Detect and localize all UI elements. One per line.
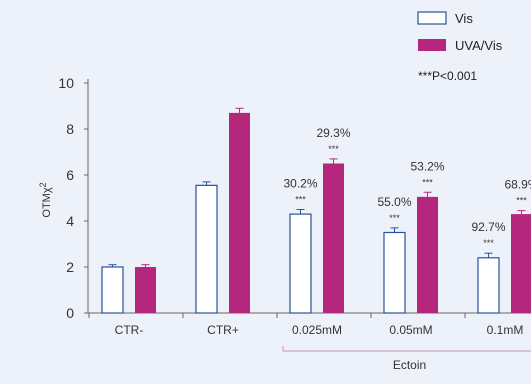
bar-vis — [477, 257, 500, 314]
y-tick-label: 6 — [66, 167, 74, 183]
bar-vis — [101, 266, 124, 314]
percent-label: 92.7% — [471, 220, 505, 234]
legend: Vis UVA/Vis ***P<0.001 — [417, 11, 503, 83]
percent-label: 53.2% — [410, 159, 444, 173]
x-tick-label: 0.025mM — [292, 323, 342, 337]
y-axis-label-sup: 2 — [38, 182, 48, 187]
percent-label: 29.3% — [316, 126, 350, 140]
legend-swatch-vis — [417, 11, 447, 25]
significance-label: *** — [389, 213, 400, 223]
ectoin-group-bracket: Ectoin — [282, 346, 531, 372]
bar-uva-vis — [323, 163, 344, 313]
bar-uva-vis — [417, 196, 438, 313]
significance-label: *** — [422, 177, 433, 187]
axes: 0 2 4 6 8 10 — [58, 75, 531, 321]
legend-label-uva-vis: UVA/Vis — [455, 38, 503, 53]
bar-uva-vis — [135, 267, 156, 313]
significance-label: *** — [328, 144, 339, 154]
percent-label: 55.0% — [377, 195, 411, 209]
bar-vis — [289, 213, 312, 314]
ectoin-label: Ectoin — [393, 358, 426, 372]
y-tick-label: 8 — [66, 121, 74, 137]
significance-label: *** — [295, 195, 306, 205]
x-tick-label: CTR- — [115, 323, 144, 337]
bar-vis — [195, 184, 218, 314]
significance-label: *** — [516, 196, 527, 206]
x-tick-label: CTR+ — [207, 323, 239, 337]
y-tick-label: 2 — [66, 259, 74, 275]
bar-uva-vis — [511, 214, 531, 313]
legend-swatch-uva-vis — [418, 39, 446, 51]
y-axis-label: OTMχ2 — [38, 182, 53, 217]
y-tick-label: 10 — [58, 75, 74, 91]
percent-label: 30.2% — [283, 177, 317, 191]
bar-uva-vis — [229, 112, 250, 314]
bars — [101, 107, 531, 314]
y-tick-label: 0 — [66, 305, 74, 321]
y-tick-label: 4 — [66, 213, 74, 229]
labels: CTR- CTR+ *** 30.2% *** 29.3% 0.025mM *** 55.0% *… — [115, 126, 531, 337]
y-axis-label-main: OTMχ — [41, 187, 53, 217]
x-tick-label: 0.1mM — [487, 323, 524, 337]
significance-label: *** — [483, 238, 494, 248]
legend-label-vis: Vis — [455, 11, 473, 26]
percent-label: 68.9% — [504, 178, 531, 192]
x-tick-label: 0.05mM — [389, 323, 432, 337]
significance-note: ***P<0.001 — [418, 69, 477, 83]
bracket-line — [282, 346, 531, 352]
bar-vis — [383, 231, 406, 314]
